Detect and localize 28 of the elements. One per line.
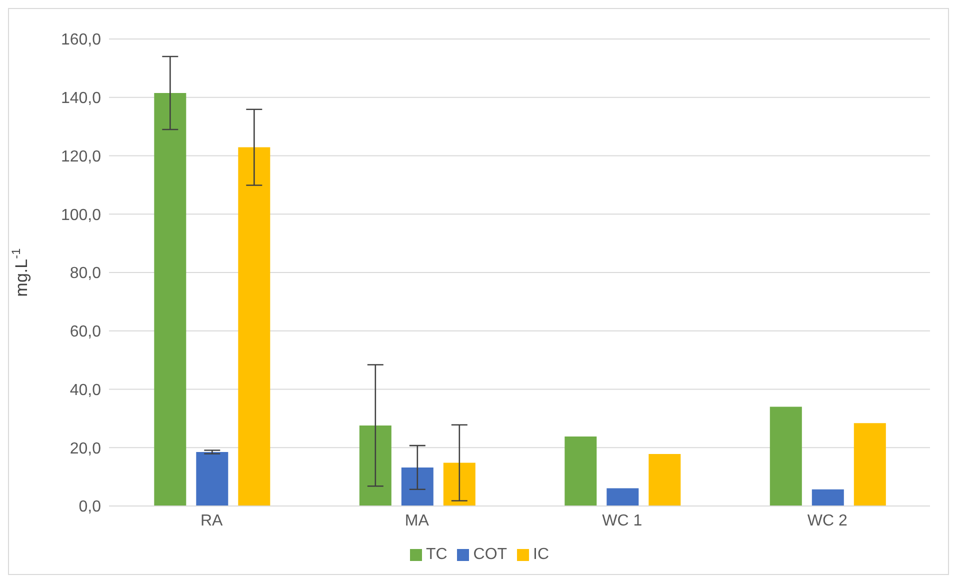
- bar: [238, 147, 270, 506]
- bar: [648, 454, 681, 506]
- bar: [564, 436, 597, 506]
- y-tick-label: 80,0: [70, 265, 102, 282]
- bar: [443, 462, 476, 506]
- bar: [854, 423, 886, 506]
- y-tick-label: 0,0: [78, 498, 102, 516]
- y-tick-label: 160,0: [60, 32, 102, 49]
- y-tick-label: 20,0: [70, 440, 102, 458]
- bar: [196, 452, 228, 506]
- bar: [812, 489, 844, 506]
- legend-label: IC: [533, 546, 550, 563]
- y-tick-label: 120,0: [60, 148, 102, 166]
- x-tick-label: RA: [200, 512, 224, 530]
- y-tick-label: 140,0: [60, 90, 102, 108]
- legend-label: COT: [473, 546, 508, 563]
- x-tick-label: WC 2: [807, 512, 848, 530]
- bar: [401, 467, 434, 506]
- x-tick-label: MA: [404, 512, 430, 530]
- y-tick-label: 100,0: [60, 206, 102, 224]
- y-tick-label: 60,0: [70, 324, 102, 341]
- bar: [359, 425, 392, 506]
- bar: [770, 406, 802, 506]
- y-tick-label: 40,0: [70, 382, 102, 399]
- bar: [606, 488, 639, 506]
- x-tick-label: WC 1: [602, 512, 642, 530]
- bar: [154, 92, 186, 506]
- legend-label: TC: [426, 546, 448, 563]
